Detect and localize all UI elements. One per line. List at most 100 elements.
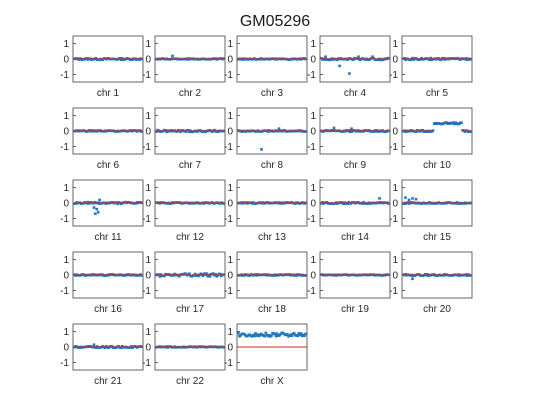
data-point bbox=[94, 212, 97, 216]
x-axis-label: chr 9 bbox=[344, 160, 367, 171]
data-point bbox=[260, 148, 263, 151]
y-tick-label: -1 bbox=[60, 214, 69, 225]
data-point bbox=[357, 55, 360, 58]
data-point bbox=[298, 333, 302, 337]
x-axis-label: chr 1 bbox=[97, 88, 120, 99]
data-point bbox=[378, 197, 381, 200]
y-tick-label: 0 bbox=[392, 271, 398, 282]
data-point bbox=[205, 272, 208, 275]
subplot-11: 1 0 -1 chr 11 bbox=[60, 179, 144, 243]
y-tick-label: 1 bbox=[310, 183, 316, 194]
y-tick-label: 0 bbox=[310, 55, 316, 66]
data-point bbox=[164, 129, 167, 132]
data-point bbox=[119, 346, 123, 349]
subplot-14: 1 0 -1 chr 14 bbox=[307, 179, 391, 243]
data-point bbox=[92, 206, 96, 209]
data-point bbox=[140, 130, 143, 133]
y-tick-label: 0 bbox=[392, 55, 398, 66]
data-point bbox=[116, 202, 119, 206]
data-point bbox=[350, 127, 353, 130]
y-tick-label: -1 bbox=[224, 70, 233, 81]
y-tick-label: -1 bbox=[142, 142, 151, 153]
data-point bbox=[452, 121, 455, 124]
x-axis-label: chr 5 bbox=[426, 88, 449, 99]
data-point bbox=[254, 332, 257, 335]
y-tick-label: 0 bbox=[145, 199, 151, 210]
y-tick-label: -1 bbox=[142, 286, 151, 297]
y-tick-label: 0 bbox=[310, 127, 316, 138]
data-point bbox=[130, 345, 133, 348]
subplot-19: 1 0 -1 chr 19 bbox=[307, 251, 391, 315]
data-point bbox=[282, 332, 286, 335]
data-point bbox=[158, 275, 162, 278]
data-point bbox=[460, 121, 463, 125]
data-point bbox=[95, 207, 99, 211]
subplot-7: 1 0 -1 chr 7 bbox=[142, 107, 226, 171]
data-point bbox=[201, 274, 205, 278]
y-tick-label: -1 bbox=[307, 286, 316, 297]
data-point bbox=[275, 332, 279, 336]
data-point bbox=[297, 332, 301, 335]
y-tick-label: -1 bbox=[307, 142, 316, 153]
x-axis-label: chr X bbox=[260, 376, 284, 387]
data-point bbox=[324, 55, 327, 58]
y-tick-label: -1 bbox=[389, 142, 398, 153]
y-tick-label: 0 bbox=[227, 55, 233, 66]
y-tick-label: 0 bbox=[145, 55, 151, 66]
y-tick-label: 0 bbox=[310, 199, 316, 210]
y-tick-label: 1 bbox=[227, 39, 233, 50]
y-tick-label: -1 bbox=[142, 70, 151, 81]
data-point bbox=[212, 272, 215, 275]
subplot-8: 1 0 -1 chr 8 bbox=[224, 107, 308, 171]
data-point bbox=[214, 273, 217, 276]
y-tick-label: -1 bbox=[389, 70, 398, 81]
y-tick-label: 1 bbox=[310, 111, 316, 122]
subplot-9: 1 0 -1 chr 9 bbox=[307, 107, 391, 171]
y-tick-label: 1 bbox=[392, 255, 398, 266]
y-tick-label: 1 bbox=[145, 183, 151, 194]
y-tick-label: 0 bbox=[227, 199, 233, 210]
data-point bbox=[404, 196, 407, 199]
y-tick-label: 1 bbox=[392, 39, 398, 50]
data-point bbox=[411, 197, 414, 200]
data-point bbox=[439, 58, 443, 62]
data-point bbox=[186, 129, 190, 132]
data-point bbox=[239, 333, 242, 337]
subplot-21: 1 0 -1 chr 21 bbox=[60, 323, 144, 387]
x-axis-label: chr 2 bbox=[179, 88, 202, 99]
x-axis-label: chr 17 bbox=[176, 304, 204, 315]
data-point bbox=[256, 333, 260, 336]
y-tick-label: -1 bbox=[389, 214, 398, 225]
y-tick-label: 1 bbox=[227, 111, 233, 122]
x-axis-label: chr 11 bbox=[94, 232, 121, 243]
data-point bbox=[263, 334, 266, 338]
x-axis-label: chr 4 bbox=[344, 88, 367, 99]
y-tick-label: 0 bbox=[145, 343, 151, 354]
subplot-3: 1 0 -1 chr 3 bbox=[224, 35, 308, 99]
data-point bbox=[163, 274, 166, 278]
data-point bbox=[92, 343, 96, 346]
y-tick-label: 1 bbox=[63, 183, 69, 194]
data-point bbox=[155, 130, 158, 133]
y-tick-label: 1 bbox=[145, 111, 151, 122]
y-tick-label: -1 bbox=[307, 214, 316, 225]
x-axis-label: chr 7 bbox=[179, 160, 202, 171]
data-point bbox=[86, 200, 90, 204]
y-tick-label: -1 bbox=[60, 70, 69, 81]
data-point bbox=[429, 56, 433, 60]
data-point bbox=[171, 54, 174, 58]
subplot-10: 1 0 -1 chr 10 bbox=[389, 107, 473, 171]
data-point bbox=[119, 58, 123, 62]
y-tick-label: -1 bbox=[224, 214, 233, 225]
subplot-15: 1 0 -1 chr 15 bbox=[389, 179, 473, 243]
x-axis-label: chr 18 bbox=[258, 304, 286, 315]
figure-title: GM05296 bbox=[240, 13, 310, 30]
subplot-12: 1 0 -1 chr 12 bbox=[142, 179, 226, 243]
x-axis-label: chr 16 bbox=[94, 304, 122, 315]
y-tick-label: 1 bbox=[310, 39, 316, 50]
y-tick-label: 1 bbox=[227, 327, 233, 338]
data-point bbox=[411, 277, 414, 281]
data-point bbox=[351, 58, 355, 62]
data-point bbox=[273, 332, 277, 335]
